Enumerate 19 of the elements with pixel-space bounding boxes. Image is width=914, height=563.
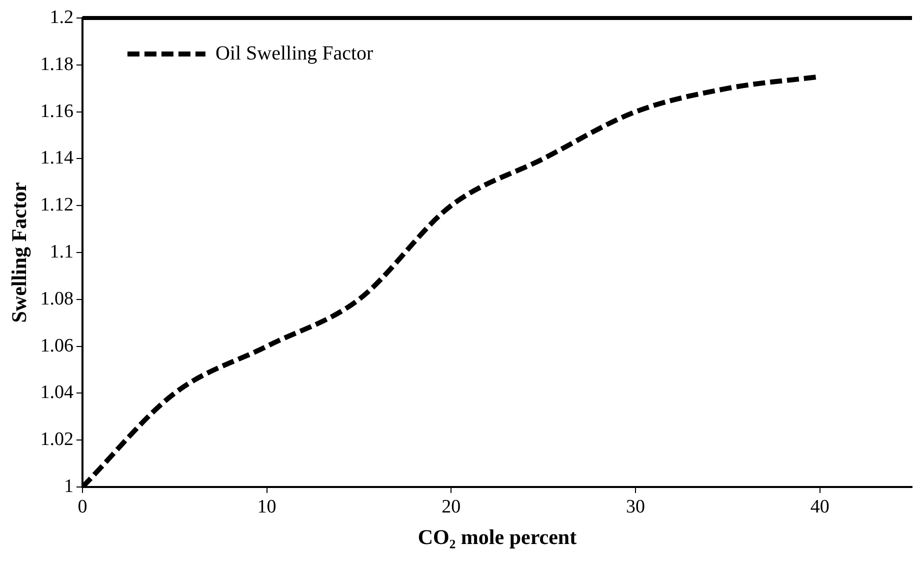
- y-tick-label: 1.04: [40, 382, 74, 404]
- y-tick-label: 1.06: [40, 335, 74, 356]
- y-tick-label: 1.2: [50, 6, 74, 28]
- x-tick-label: 10: [257, 496, 276, 518]
- x-tick-label: 40: [810, 496, 830, 518]
- y-tick-label: 1.18: [40, 54, 74, 75]
- y-tick-label: 1.14: [40, 148, 74, 169]
- y-tick-label: 1.08: [40, 288, 74, 310]
- y-tick-label: 1.12: [40, 194, 74, 216]
- legend-label: Oil Swelling Factor: [215, 42, 374, 64]
- x-tick-label: 0: [78, 496, 88, 518]
- y-tick-label: 1.16: [40, 100, 74, 122]
- x-axis-title: CO₂ mole percent: [418, 524, 577, 549]
- y-tick-label: 1: [64, 476, 74, 497]
- x-tick-label: 30: [626, 496, 645, 518]
- y-tick-label: 1.1: [50, 241, 74, 262]
- x-tick-label: 20: [442, 496, 461, 518]
- y-axis-title: Swelling Factor: [7, 182, 32, 323]
- y-tick-label: 1.02: [40, 429, 74, 450]
